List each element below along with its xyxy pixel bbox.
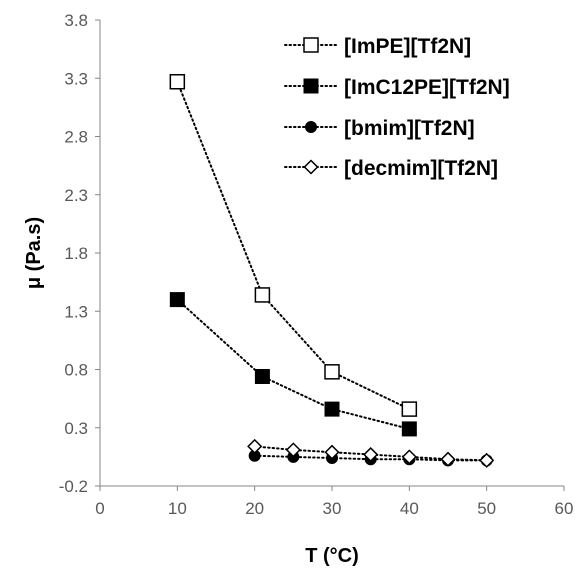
y-tick-label: 3.3 [64,69,88,88]
x-tick-label: 50 [477,499,496,518]
data-point [247,438,263,454]
x-tick-label: 20 [245,499,264,518]
data-point [169,292,185,308]
data-point [324,444,340,460]
data-point [254,368,270,384]
legend-label: [decmim][Tf2N] [344,157,498,180]
data-point [285,442,301,458]
legend-marker [303,159,319,175]
legend-item: [decmim][Tf2N] [284,157,498,180]
y-tick-label: -0.2 [59,477,88,496]
y-tick-label: 2.8 [64,128,88,147]
series-1 [169,73,418,417]
data-point [401,401,418,417]
series-4 [247,438,495,468]
legend-label: [ImC12PE][Tf2N] [344,76,510,99]
legend-item: [ImPE][Tf2N] [284,35,471,58]
x-axis-title: T (°C) [305,545,359,567]
data-point [479,452,495,468]
data-point [363,446,379,463]
legend-marker [303,37,319,53]
data-point [169,73,186,90]
series-layer [169,73,495,468]
legend: [ImPE][Tf2N] [ImC12PE][Tf2N] [bmim][Tf2N] [… [284,35,510,180]
y-axis-title: μ (Pa.s) [23,217,45,289]
series-2 [169,292,417,437]
x-tick-label: 10 [168,499,187,518]
y-tick-label: 1.8 [64,244,88,263]
legend-label: [ImPE][Tf2N] [344,35,471,58]
legend-label: [bmim][Tf2N] [344,117,475,140]
data-point [324,364,340,380]
legend-marker [305,121,317,133]
series-line [176,80,411,411]
y-tick-label: 2.3 [64,186,88,205]
data-point [401,421,417,437]
legend-marker [303,78,319,94]
tick-labels: 0 10 20 30 40 50 60 -0.2 0.3 0.8 1.3 1.8 2.3 2.8 3.3 3.… [59,11,574,518]
y-tick-label: 3.8 [64,11,88,30]
data-point [440,451,456,467]
y-tick-label: 1.3 [64,302,88,321]
series-line [176,298,411,430]
x-tick-label: 30 [323,499,342,518]
data-point [324,401,340,417]
legend-item: [ImC12PE][Tf2N] [284,76,510,99]
data-point [254,287,271,303]
data-point [401,449,417,465]
x-tick-label: 60 [555,499,574,518]
y-tick-label: 0.8 [64,361,88,380]
x-tick-label: 0 [95,499,104,518]
y-tick-label: 0.3 [64,419,88,438]
legend-item: [bmim][Tf2N] [284,117,475,140]
x-tick-label: 40 [400,499,419,518]
axes [95,19,565,491]
